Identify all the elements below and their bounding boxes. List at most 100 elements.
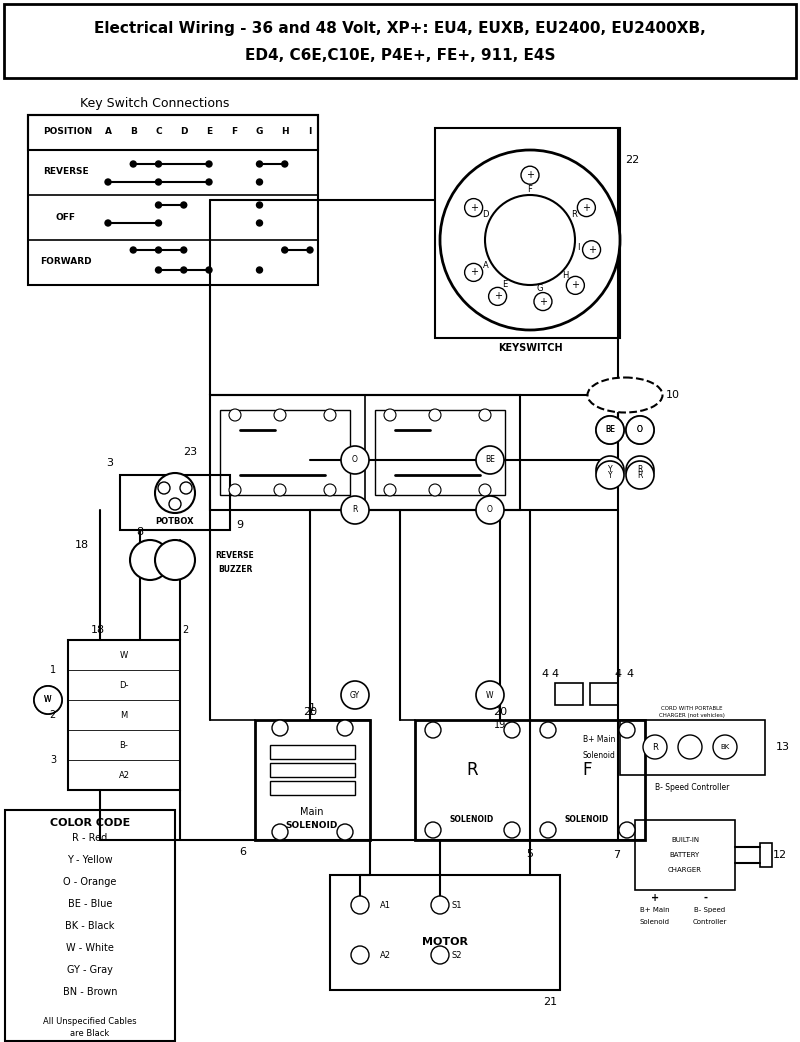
Text: R - Red: R - Red bbox=[72, 833, 108, 843]
Text: 7: 7 bbox=[614, 850, 621, 860]
Bar bbox=[68, 640, 180, 790]
Text: D: D bbox=[482, 210, 489, 219]
Circle shape bbox=[206, 179, 212, 185]
Text: B- Speed Controller: B- Speed Controller bbox=[655, 783, 729, 792]
Text: CHARGER: CHARGER bbox=[668, 867, 702, 873]
Circle shape bbox=[626, 416, 654, 444]
Circle shape bbox=[643, 735, 667, 759]
Bar bbox=[760, 843, 772, 867]
Bar bbox=[210, 395, 520, 510]
Circle shape bbox=[485, 195, 575, 286]
Circle shape bbox=[431, 946, 449, 964]
Text: 2: 2 bbox=[182, 625, 188, 635]
Circle shape bbox=[130, 247, 136, 253]
Circle shape bbox=[384, 410, 396, 421]
Text: H: H bbox=[562, 271, 569, 280]
Text: F: F bbox=[231, 127, 238, 137]
Text: C: C bbox=[155, 127, 162, 137]
Circle shape bbox=[324, 410, 336, 421]
Text: Y - Yellow: Y - Yellow bbox=[67, 855, 113, 865]
Text: I: I bbox=[308, 127, 312, 137]
Text: 18: 18 bbox=[75, 540, 89, 550]
Circle shape bbox=[619, 822, 635, 838]
Circle shape bbox=[429, 483, 441, 496]
Circle shape bbox=[274, 483, 286, 496]
Circle shape bbox=[282, 247, 288, 253]
Circle shape bbox=[440, 150, 620, 330]
Circle shape bbox=[155, 179, 162, 185]
Circle shape bbox=[282, 162, 288, 167]
Text: POTBOX: POTBOX bbox=[156, 518, 194, 526]
Text: W - White: W - White bbox=[66, 943, 114, 953]
Circle shape bbox=[181, 202, 186, 208]
Text: Electrical Wiring - 36 and 48 Volt, XP+: EU4, EUXB, EU2400, EU2400XB,: Electrical Wiring - 36 and 48 Volt, XP+:… bbox=[94, 21, 706, 35]
Bar bbox=[555, 683, 583, 705]
Circle shape bbox=[476, 681, 504, 709]
Circle shape bbox=[341, 446, 369, 474]
Circle shape bbox=[155, 162, 162, 167]
Circle shape bbox=[337, 720, 353, 736]
Text: BK: BK bbox=[720, 744, 730, 750]
Text: +: + bbox=[526, 170, 534, 180]
Text: Key Switch Connections: Key Switch Connections bbox=[80, 97, 230, 109]
Bar bbox=[620, 720, 765, 775]
Circle shape bbox=[384, 483, 396, 496]
Text: R: R bbox=[352, 505, 358, 515]
Bar bbox=[375, 410, 505, 495]
Text: D: D bbox=[180, 127, 187, 137]
Text: O - Orange: O - Orange bbox=[63, 877, 117, 887]
Circle shape bbox=[206, 267, 212, 273]
Bar bbox=[28, 115, 318, 286]
Circle shape bbox=[272, 824, 288, 840]
Text: CORD WITH PORTABLE: CORD WITH PORTABLE bbox=[662, 705, 722, 711]
Circle shape bbox=[341, 496, 369, 524]
Text: OFF: OFF bbox=[56, 213, 76, 222]
Text: ED4, C6E,C10E, P4E+, FE+, 911, E4S: ED4, C6E,C10E, P4E+, FE+, 911, E4S bbox=[245, 48, 555, 63]
Text: 21: 21 bbox=[543, 997, 557, 1007]
Text: R: R bbox=[652, 743, 658, 751]
Text: SOLENOID: SOLENOID bbox=[286, 821, 338, 830]
Text: +: + bbox=[587, 245, 595, 254]
Text: A2: A2 bbox=[380, 950, 391, 960]
Text: E: E bbox=[502, 279, 507, 289]
Circle shape bbox=[272, 720, 288, 736]
Circle shape bbox=[155, 267, 162, 273]
Text: Solenoid: Solenoid bbox=[582, 750, 615, 760]
Circle shape bbox=[626, 416, 654, 444]
Circle shape bbox=[626, 461, 654, 489]
Circle shape bbox=[534, 293, 552, 311]
Bar bbox=[5, 810, 175, 1041]
Text: A2: A2 bbox=[118, 770, 130, 779]
Text: MOTOR: MOTOR bbox=[422, 937, 468, 947]
Text: KEYSWITCH: KEYSWITCH bbox=[498, 343, 562, 353]
Circle shape bbox=[566, 276, 584, 294]
Bar bbox=[590, 683, 618, 705]
Text: BUZZER: BUZZER bbox=[218, 566, 252, 574]
Text: Solenoid: Solenoid bbox=[640, 919, 670, 925]
Bar bbox=[330, 875, 560, 990]
Text: Y: Y bbox=[608, 471, 612, 479]
Text: +: + bbox=[470, 202, 478, 213]
Text: 20: 20 bbox=[303, 708, 317, 717]
Text: Main: Main bbox=[300, 807, 324, 817]
Text: 2: 2 bbox=[50, 710, 56, 720]
Text: +: + bbox=[539, 297, 547, 306]
Circle shape bbox=[257, 267, 262, 273]
Text: GY: GY bbox=[350, 691, 360, 699]
Circle shape bbox=[429, 410, 441, 421]
Circle shape bbox=[596, 416, 624, 444]
Circle shape bbox=[489, 288, 506, 305]
Text: D-: D- bbox=[119, 680, 129, 690]
Circle shape bbox=[181, 267, 186, 273]
Text: 12: 12 bbox=[773, 850, 787, 860]
Bar bbox=[4, 4, 796, 78]
Text: W: W bbox=[44, 695, 52, 704]
Circle shape bbox=[257, 179, 262, 185]
Text: SOLENOID: SOLENOID bbox=[450, 816, 494, 824]
Circle shape bbox=[476, 496, 504, 524]
Bar bbox=[120, 475, 230, 530]
Text: W: W bbox=[44, 695, 52, 704]
Circle shape bbox=[155, 540, 195, 580]
Text: S1: S1 bbox=[452, 900, 462, 910]
Circle shape bbox=[341, 681, 369, 709]
